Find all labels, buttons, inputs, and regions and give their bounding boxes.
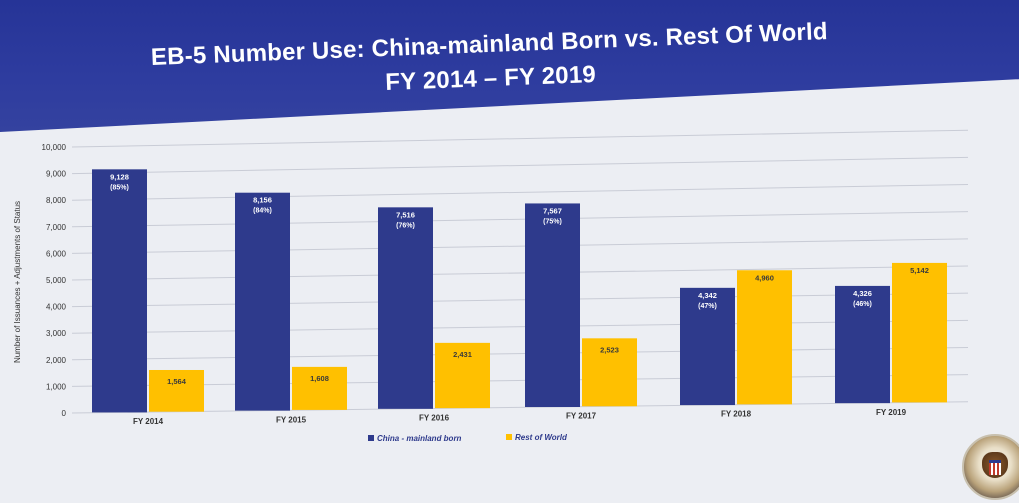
data-label-rest: 4,960 — [755, 273, 774, 282]
bar-rest-of-world — [435, 342, 490, 409]
data-label-china-share: (47%) — [698, 303, 717, 310]
data-label-china-share: (46%) — [853, 301, 872, 308]
x-tick-label: FY 2018 — [721, 410, 752, 419]
y-tick-label: 7,000 — [46, 223, 67, 232]
y-tick-label: 8,000 — [46, 196, 67, 205]
data-label-rest: 2,431 — [453, 350, 472, 359]
gridline — [71, 156, 969, 175]
data-label-rest: 1,564 — [167, 377, 187, 386]
legend-label-rest: Rest of World — [515, 433, 568, 442]
gridline — [71, 211, 969, 228]
gridline — [71, 129, 969, 148]
x-tick-label: FY 2014 — [133, 417, 164, 426]
data-label-rest: 5,142 — [910, 266, 929, 275]
legend-label-china: China - mainland born — [377, 434, 462, 443]
y-tick-label: 6,000 — [46, 249, 67, 258]
gridline — [71, 346, 969, 361]
legend-swatch-china — [368, 435, 374, 441]
data-label-china-share: (85%) — [110, 184, 129, 191]
bar-rest-of-world — [149, 369, 204, 412]
bar-china-mainland-born — [835, 285, 890, 404]
data-label-china: 9,128 — [110, 172, 129, 181]
y-axis-label: Number of Issuances + Adjustments of Sta… — [13, 201, 22, 363]
data-label-china: 7,567 — [543, 206, 562, 215]
gridline — [71, 184, 969, 201]
data-label-china: 4,326 — [853, 289, 872, 298]
bar-china-mainland-born — [235, 192, 290, 411]
y-tick-label: 4,000 — [46, 303, 67, 312]
y-tick-label: 0 — [62, 409, 67, 418]
x-tick-label: FY 2019 — [876, 408, 907, 417]
gridline — [71, 319, 969, 334]
y-tick-label: 1,000 — [46, 382, 67, 391]
gridline — [71, 401, 969, 414]
department-seal-logo — [962, 434, 1019, 500]
bar-china-mainland-born — [92, 169, 147, 413]
data-label-china: 8,156 — [253, 196, 272, 205]
bar-rest-of-world — [582, 338, 637, 407]
data-label-china: 7,516 — [396, 210, 415, 219]
legend-swatch-rest — [506, 434, 512, 440]
y-tick-label: 10,000 — [42, 143, 67, 152]
gridline — [71, 292, 969, 308]
y-tick-label: 5,000 — [46, 276, 67, 285]
gridline — [71, 265, 969, 281]
data-label-rest: 1,608 — [310, 374, 329, 383]
y-tick-label: 3,000 — [46, 329, 67, 338]
data-label-rest: 2,523 — [600, 345, 619, 354]
bar-china-mainland-born — [378, 207, 433, 409]
x-tick-label: FY 2017 — [566, 412, 597, 421]
bar-rest-of-world — [892, 262, 947, 403]
bar-china-mainland-born — [525, 203, 580, 407]
data-label-china: 4,342 — [698, 291, 717, 300]
data-label-china-share: (76%) — [396, 222, 415, 229]
gridline — [71, 374, 969, 387]
gridline — [71, 238, 969, 254]
x-tick-label: FY 2016 — [419, 413, 450, 422]
shield-icon — [989, 460, 1001, 475]
bar-rest-of-world — [292, 366, 347, 410]
bar-rest-of-world — [737, 270, 792, 405]
bar-china-mainland-born — [680, 287, 735, 406]
y-tick-label: 9,000 — [46, 170, 67, 179]
y-tick-label: 2,000 — [46, 356, 67, 365]
data-label-china-share: (75%) — [543, 218, 562, 225]
x-tick-label: FY 2015 — [276, 415, 307, 424]
data-label-china-share: (84%) — [253, 208, 272, 215]
